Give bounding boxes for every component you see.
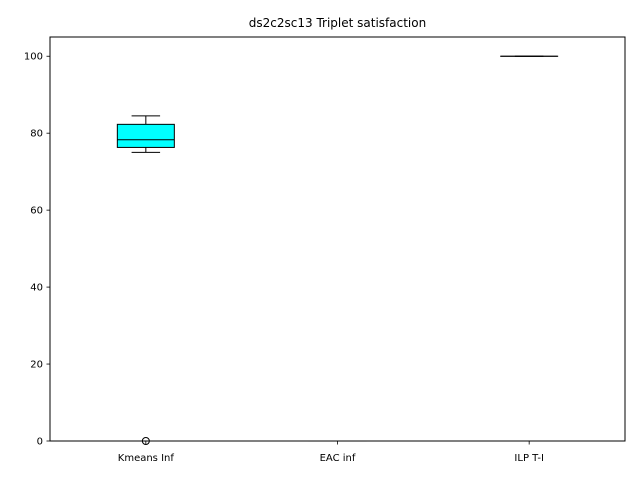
y-tick-label: 100 <box>24 52 43 63</box>
x-tick-label: Kmeans Inf <box>118 453 175 464</box>
x-tick-label: ILP T-I <box>514 453 543 464</box>
y-tick-label: 80 <box>30 129 43 140</box>
box-iqr <box>116 123 175 148</box>
axes-frame <box>49 36 626 442</box>
plot-area: 0 20 40 60 80 100 Kmeans Inf EAC inf ILP T-I <box>24 52 559 464</box>
y-tick-label: 40 <box>30 283 43 294</box>
y-tick-label: 0 <box>37 437 43 448</box>
y-tick-label: 60 <box>30 206 43 217</box>
x-tick-label: EAC inf <box>320 453 356 464</box>
chart-title: ds2c2sc13 Triplet satisfaction <box>249 16 426 30</box>
y-tick-label: 20 <box>30 360 43 371</box>
